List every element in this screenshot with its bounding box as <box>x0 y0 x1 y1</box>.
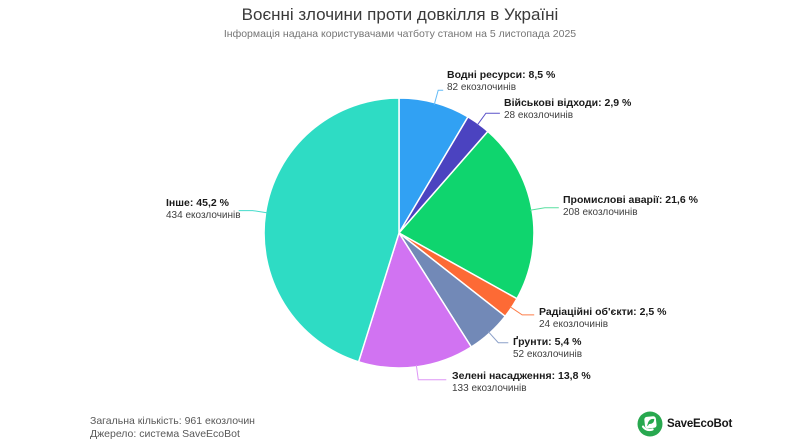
slice-label-title: Водні ресурси: 8,5 % <box>447 69 556 81</box>
slice-label-sub: 24 екозлочинів <box>539 319 609 330</box>
leader-line-3 <box>509 306 535 316</box>
slice-label-3: Радіаційні об'єкти: 2,5 % 24 екозлочинів <box>539 306 666 331</box>
footer-text: Загальна кількість: 961 екозлочин Джерел… <box>90 415 255 441</box>
slice-label-sub: 28 екозлочинів <box>504 110 574 121</box>
saveecobot-logo: SaveEcoBot <box>637 411 732 437</box>
slice-label-sub: 434 екозлочинів <box>166 210 241 221</box>
slice-label-5: Зелені насадження: 13,8 % 133 екозлочинів <box>452 370 591 395</box>
slice-label-6: Інше: 45,2 % 434 екозлочинів <box>166 197 241 222</box>
slice-label-2: Промислові аварії: 21,6 % 208 екозлочинів <box>563 194 698 219</box>
leader-line-6 <box>238 210 268 214</box>
slice-label-title: Військові відходи: 2,9 % <box>504 97 632 109</box>
slice-label-1: Військові відходи: 2,9 % 28 екозлочинів <box>504 97 631 122</box>
leaf-icon <box>637 411 663 437</box>
slice-label-sub: 208 екозлочинів <box>563 207 638 218</box>
leader-line-0 <box>433 89 444 105</box>
slice-label-0: Водні ресурси: 8,5 % 82 екозлочинів <box>447 69 555 94</box>
slice-label-title: Ґрунти: 5,4 % <box>513 336 582 348</box>
slice-label-sub: 52 екозлочинів <box>513 349 583 360</box>
footer-source: Джерело: система SaveEcoBot <box>90 428 240 440</box>
slice-label-title: Радіаційні об'єкти: 2,5 % <box>539 306 667 318</box>
leader-line-1 <box>476 112 500 126</box>
slice-label-sub: 133 екозлочинів <box>452 383 527 394</box>
slice-label-title: Інше: 45,2 % <box>166 197 229 209</box>
footer-total: Загальна кількість: 961 екозлочин <box>90 415 255 427</box>
leader-line-4 <box>487 331 509 344</box>
slice-label-sub: 82 екозлочинів <box>447 82 517 93</box>
slice-label-title: Зелені насадження: 13,8 % <box>452 370 591 382</box>
slice-label-title: Промислові аварії: 21,6 % <box>563 194 698 206</box>
chart-title: Воєнні злочини проти довкілля в Україні <box>241 5 559 24</box>
leader-line-5 <box>415 364 447 381</box>
leader-line-2 <box>529 207 559 211</box>
brand-name: SaveEcoBot <box>667 418 733 430</box>
chart-subtitle: Інформація надана користувачами чатботу … <box>223 28 577 40</box>
slice-label-4: Ґрунти: 5,4 % 52 екозлочинів <box>513 336 582 361</box>
